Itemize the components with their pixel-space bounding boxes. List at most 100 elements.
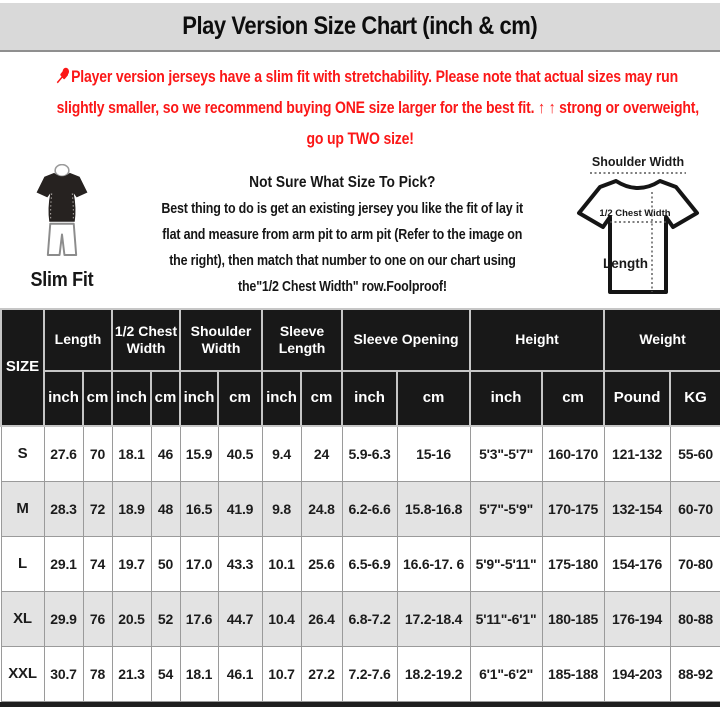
table-cell: 10.7 [261,645,302,702]
table-cell: 170-175 [541,480,605,537]
table-cell: 18.2-19.2 [396,645,471,702]
unit-header: inch [111,370,152,427]
instructions-block: Not Sure What Size To Pick? Best thing t… [124,152,560,308]
warning-text: Player version jerseys have a slim fit w… [71,68,678,86]
table-cell: 24 [300,425,343,482]
instructions-heading: Not Sure What Size To Pick? [248,174,436,191]
length-label: Length [603,256,648,271]
unit-header: inch [179,370,220,427]
size-cell: M [0,480,45,537]
table-cell: 28.3 [43,480,84,537]
group-header-weight: Weight [603,308,720,372]
table-cell: 10.4 [261,590,302,647]
table-cell: 72 [82,480,113,537]
table-units-row: inch cm inch cm inch cm inch cm inch cm … [1,370,720,427]
table-cell: 74 [82,535,113,592]
table-cell: 154-176 [603,535,671,592]
tshirt-diagram-block: Shoulder Width 1/2 Chest Width Length [560,152,720,308]
table-cell: 6'1"-6'2" [469,645,543,702]
table-cell: 10.1 [261,535,302,592]
table-cell: 176-194 [603,590,671,647]
table-cell: 52 [150,590,181,647]
table-cell: 80-88 [669,590,720,647]
table-cell: 9.8 [261,480,302,537]
table-cell: 29.9 [43,590,84,647]
table-cell: 88-92 [669,645,720,702]
unit-header: Pound [603,370,672,427]
table-cell: 46.1 [217,645,263,702]
table-cell: 70-80 [669,535,720,592]
warning-text: slightly smaller, so we recommend buying… [56,99,699,117]
group-header-sleeve-opening: Sleeve Opening [341,308,472,372]
slim-fit-block: Slim Fit [0,152,124,308]
unit-header: KG [669,370,720,427]
table-cell: 78 [82,645,113,702]
unit-header: cm [300,370,344,427]
table-cell: 48 [150,480,181,537]
top-margin [0,0,720,3]
table-cell: 16.5 [179,480,219,537]
unit-header: cm [217,370,264,427]
table-cell: 9.4 [261,425,302,482]
table-cell: 194-203 [603,645,671,702]
table-cell: 18.1 [179,645,219,702]
title-bar: Play Version Size Chart (inch & cm) [0,3,720,52]
unit-header: cm [149,370,182,427]
warning-line: go up TWO size! [0,124,720,155]
middle-band: Slim Fit Not Sure What Size To Pick? Bes… [0,152,720,308]
table-cell: 5'9"-5'11" [469,535,543,592]
table-cell: 29.1 [43,535,84,592]
size-cell: S [0,425,45,482]
table-cell: 44.7 [217,590,263,647]
table-cell: 43.3 [217,535,263,592]
group-header-height: Height [469,308,606,372]
warning-line: Player version jerseys have a slim fit w… [0,62,720,93]
table-row: XL 29.9 76 20.5 52 17.6 44.7 10.4 26.4 6.8-7.2 17.… [0,590,720,647]
unit-header: inch [469,370,544,427]
table-cell: 27.2 [300,645,343,702]
table-cell: 17.2-18.4 [396,590,471,647]
table-cell: 50 [150,535,181,592]
table-row: L 29.1 74 19.7 50 17.0 43.3 10.1 25.6 6.5-6.9 16.6… [0,535,720,592]
table-cell: 132-154 [603,480,671,537]
table-group-header-row: SIZE Length 1/2 Chest Width Shoulder Wid… [0,308,720,427]
table-cell: 185-188 [541,645,605,702]
size-cell: L [0,535,45,592]
warning-section: Player version jerseys have a slim fit w… [0,52,720,152]
instructions-line: flat and measure from arm pit to arm pit… [162,227,522,243]
shoulder-width-label: Shoulder Width [592,155,684,169]
size-table-body: S 27.6 70 18.1 46 15.9 40.5 9.4 24 5.9-6.3 15-16 5'… [0,425,720,702]
table-cell: 18.9 [111,480,152,537]
table-cell: 41.9 [217,480,263,537]
table-cell: 19.7 [111,535,152,592]
table-cell: 20.5 [111,590,152,647]
group-header-chest: 1/2 Chest Width [110,308,182,372]
table-row: M 28.3 72 18.9 48 16.5 41.9 9.8 24.8 6.2-6.6 15.8-… [0,480,720,537]
slim-fit-figure-icon [36,163,88,256]
page-title: Play Version Size Chart (inch & cm) [182,12,538,40]
size-cell: XL [0,590,45,647]
half-chest-width-label: 1/2 Chest Width [599,208,670,219]
table-cell: 54 [150,645,181,702]
table-cell: 5'11"-6'1" [469,590,543,647]
slim-fit-label: Slim Fit [30,269,94,291]
unit-header: cm [82,370,113,427]
table-cell: 5'3"-5'7" [469,425,543,482]
table-cell: 21.3 [111,645,152,702]
warning-text: go up TWO size! [306,130,414,148]
table-cell: 46 [150,425,181,482]
table-cell: 17.6 [179,590,219,647]
table-cell: 17.0 [179,535,219,592]
table-cell: 121-132 [603,425,671,482]
warning-line: slightly smaller, so we recommend buying… [0,93,720,124]
table-cell: 175-180 [541,535,605,592]
size-cell: XXL [0,645,45,702]
table-cell: 16.6-17. 6 [396,535,471,592]
size-column-header: SIZE [0,308,45,427]
table-row: S 27.6 70 18.1 46 15.9 40.5 9.4 24 5.9-6.3 15-16 5'… [0,425,720,482]
instructions-line: the"1/2 Chest Width" row.Foolproof! [237,279,447,295]
group-header-length: Length [43,308,113,372]
group-header-sleeve-length: Sleeve Length [261,308,344,372]
table-cell: 25.6 [300,535,343,592]
